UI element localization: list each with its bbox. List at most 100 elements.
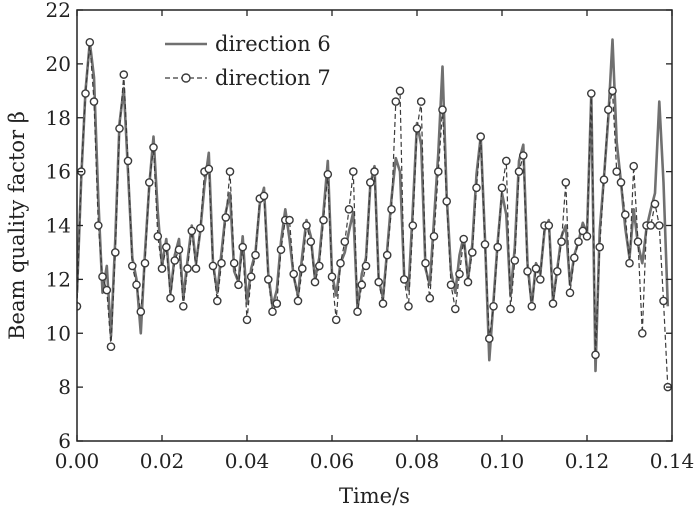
data-point-direction-7 xyxy=(161,242,171,252)
data-point-direction-7 xyxy=(412,124,422,133)
data-point-direction-7 xyxy=(493,242,503,252)
data-point-direction-7 xyxy=(259,191,269,201)
data-point-direction-7 xyxy=(225,167,235,176)
data-point-direction-7 xyxy=(565,288,575,298)
data-point-direction-7 xyxy=(480,240,490,249)
data-point-direction-7 xyxy=(106,342,116,352)
axis-ticks: 0.00 0.02 0.04 0.06 0.08 0.10 0.12 0.14 6 8 10 12 14… xyxy=(46,0,695,473)
data-point-direction-7 xyxy=(246,272,256,282)
data-point-direction-7 xyxy=(268,307,277,317)
data-point-direction-7 xyxy=(229,258,239,268)
data-point-direction-7 xyxy=(353,307,362,317)
data-point-direction-7 xyxy=(459,234,469,244)
data-point-direction-7 xyxy=(604,105,613,114)
data-point-direction-7 xyxy=(272,299,282,308)
data-point-direction-7 xyxy=(144,178,154,187)
data-point-direction-7 xyxy=(348,167,358,176)
data-point-direction-7 xyxy=(455,269,464,279)
data-point-direction-7 xyxy=(297,264,307,273)
data-point-direction-7 xyxy=(102,285,112,295)
data-point-direction-7 xyxy=(140,258,150,268)
data-point-direction-7 xyxy=(616,178,626,187)
data-point-direction-7 xyxy=(599,175,609,184)
data-point-direction-7 xyxy=(655,221,664,230)
data-point-direction-7 xyxy=(331,315,341,325)
x-tick-label: 0.02 xyxy=(140,449,185,473)
data-point-direction-7 xyxy=(344,204,354,214)
data-point-direction-7 xyxy=(553,266,562,276)
series-group xyxy=(77,38,672,392)
data-point-direction-7 xyxy=(285,215,294,225)
data-point-direction-7 xyxy=(544,221,554,230)
data-point-direction-7 xyxy=(314,261,324,271)
x-tick-label: 0.12 xyxy=(565,449,610,473)
data-point-direction-7 xyxy=(425,293,435,303)
data-point-direction-7 xyxy=(442,196,452,206)
y-tick-label: 16 xyxy=(46,160,71,184)
data-point-direction-7 xyxy=(127,261,137,271)
data-point-direction-7 xyxy=(183,264,192,273)
y-tick-label: 8 xyxy=(58,375,71,399)
data-point-direction-7 xyxy=(387,204,396,214)
y-tick-label: 14 xyxy=(46,214,71,238)
data-point-direction-7 xyxy=(81,89,90,98)
data-point-direction-7 xyxy=(429,231,439,241)
data-point-direction-7 xyxy=(582,231,592,241)
data-point-direction-7 xyxy=(497,183,507,193)
data-point-direction-7 xyxy=(238,242,247,252)
x-tick-label: 0.14 xyxy=(650,449,695,473)
data-point-direction-7 xyxy=(433,167,443,176)
data-point-direction-7 xyxy=(136,307,146,317)
data-point-direction-7 xyxy=(336,258,345,268)
data-point-direction-7 xyxy=(438,105,447,114)
data-point-direction-7 xyxy=(659,296,668,306)
data-point-direction-7 xyxy=(187,226,197,236)
data-point-direction-7 xyxy=(476,132,486,141)
data-point-direction-7 xyxy=(399,275,409,284)
y-tick-label: 20 xyxy=(46,52,71,76)
data-point-direction-7 xyxy=(195,223,205,233)
data-point-direction-7 xyxy=(370,167,379,176)
data-point-direction-7 xyxy=(115,124,124,133)
plot-area xyxy=(77,38,672,392)
data-point-direction-7 xyxy=(523,266,532,276)
series-line-direction-6 xyxy=(77,38,670,373)
data-point-direction-7 xyxy=(170,256,180,265)
data-point-direction-7 xyxy=(574,237,583,246)
data-point-direction-7 xyxy=(608,86,617,96)
data-point-direction-7 xyxy=(421,258,430,268)
data-point-direction-7 xyxy=(510,256,520,265)
data-point-direction-7 xyxy=(361,261,371,271)
data-point-direction-7 xyxy=(621,210,630,219)
data-point-direction-7 xyxy=(374,277,384,287)
data-point-direction-7 xyxy=(557,237,566,246)
legend-label-direction-7: direction 7 xyxy=(215,66,331,90)
data-point-direction-7 xyxy=(217,258,226,268)
data-point-direction-7 xyxy=(263,275,273,284)
data-point-direction-7 xyxy=(570,253,579,263)
data-point-direction-7 xyxy=(489,301,498,311)
data-point-direction-7 xyxy=(204,164,214,174)
legend: direction 6 direction 7 xyxy=(165,32,331,90)
data-point-direction-7 xyxy=(302,221,311,230)
data-point-direction-7 xyxy=(123,156,133,166)
data-point-direction-7 xyxy=(629,161,639,171)
legend-label-direction-6: direction 6 xyxy=(215,32,331,56)
data-point-direction-7 xyxy=(310,277,320,287)
data-point-direction-7 xyxy=(472,183,481,193)
x-tick-label: 0.04 xyxy=(225,449,270,473)
x-tick-label: 0.10 xyxy=(480,449,525,473)
data-point-direction-7 xyxy=(519,151,528,160)
data-point-direction-7 xyxy=(587,89,596,98)
data-point-direction-7 xyxy=(531,264,541,273)
data-point-direction-7 xyxy=(536,275,545,284)
data-point-direction-7 xyxy=(149,143,158,152)
data-point-direction-7 xyxy=(132,280,141,290)
data-point-direction-7 xyxy=(650,199,660,209)
data-point-direction-7 xyxy=(501,156,511,166)
data-point-direction-7 xyxy=(153,231,163,241)
data-point-direction-7 xyxy=(561,178,571,187)
y-tick-label: 22 xyxy=(46,0,71,22)
data-point-direction-7 xyxy=(467,248,477,257)
